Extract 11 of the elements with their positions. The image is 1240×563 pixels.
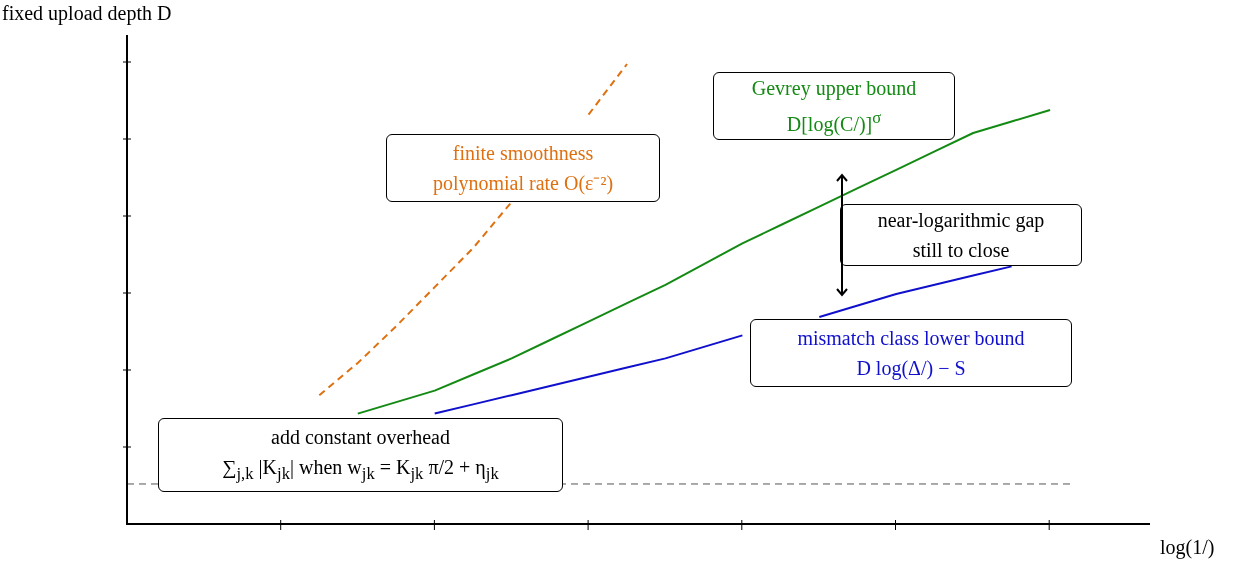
y-axis-title: fixed upload depth D bbox=[2, 2, 172, 25]
text-box: add constant overhead ∑$_{j,k}$ |K$_{jk}$| when w$_{jk}$ = K$_{jk}$ π/2 + η$_{jk}$ bbox=[158, 418, 563, 492]
text-box: finite smoothness polynomial rate O(ε⁻²) bbox=[386, 134, 660, 202]
series-label: Gevrey upper bound D[log(C/)]$^{σ}$ bbox=[751, 76, 917, 138]
text-box: mismatch class lower bound D log(Δ/) − S bbox=[750, 319, 1072, 387]
text-box: Gevrey upper bound D[log(C/)]$^{σ}$ bbox=[713, 72, 955, 140]
annotation: near-logarithmic gap still to close bbox=[877, 208, 1045, 263]
text-box: near-logarithmic gap still to close bbox=[840, 204, 1082, 266]
series-label: finite smoothness polynomial rate O(ε⁻²) bbox=[432, 141, 614, 197]
x-axis-title: log(1/) bbox=[1160, 536, 1215, 559]
series-label: mismatch class lower bound D log(Δ/) − S bbox=[797, 326, 1025, 382]
